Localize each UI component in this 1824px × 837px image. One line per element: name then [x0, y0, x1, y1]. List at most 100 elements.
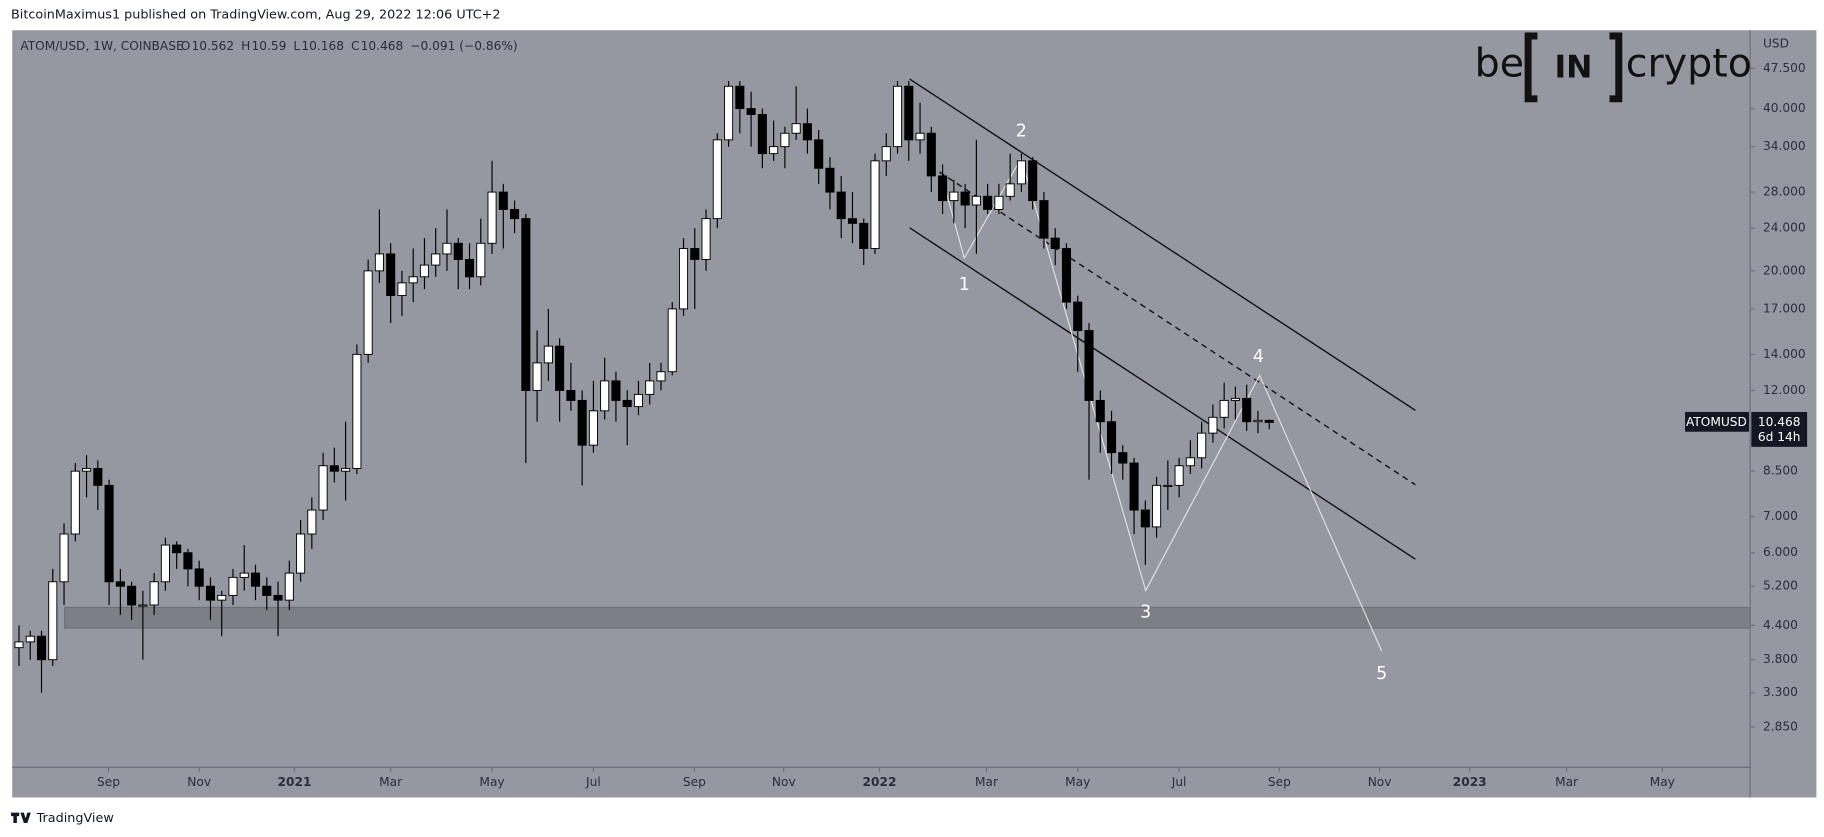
candle-body	[566, 389, 576, 401]
y-tick-label: 14.000	[1763, 347, 1806, 361]
candle-body	[408, 276, 418, 284]
candle-body	[690, 248, 700, 260]
candle-body	[138, 604, 148, 607]
y-tick-label: 12.000	[1763, 383, 1806, 397]
candle-body	[712, 139, 722, 220]
wave-label: 1	[959, 275, 970, 295]
candle-body	[329, 465, 339, 472]
candle-body	[949, 191, 959, 202]
x-tick-label: Nov	[1368, 775, 1392, 789]
candle-body	[59, 533, 69, 583]
y-tick-label: 7.000	[1763, 509, 1798, 523]
candle-body	[93, 467, 103, 486]
wave-label: 3	[1140, 603, 1151, 623]
logo-text: IN	[1554, 50, 1592, 86]
candle-body	[543, 345, 553, 364]
candle-body	[1039, 200, 1049, 239]
y-tick-label: 28.000	[1763, 185, 1806, 199]
ohlc-letter: C	[351, 39, 360, 53]
candle-body	[577, 399, 587, 446]
candle-body	[25, 635, 35, 643]
candle-body	[1073, 301, 1083, 331]
symbol-legend: ATOM/USD, 1W, COINBASE	[20, 39, 183, 53]
candle-body	[971, 195, 981, 206]
y-tick-label: 8.500	[1763, 464, 1798, 478]
candle-body	[194, 568, 204, 587]
plot-background	[12, 30, 1817, 798]
candle-body	[847, 218, 858, 224]
candle-body	[1061, 248, 1072, 303]
candle-body	[1264, 419, 1274, 423]
candle-body	[431, 253, 441, 266]
candle-body	[892, 85, 903, 148]
candle-body	[1185, 457, 1195, 467]
candle-body	[250, 572, 261, 587]
x-tick-label: 2023	[1453, 775, 1487, 789]
candle-body	[1005, 183, 1015, 197]
candle-body	[757, 114, 767, 155]
candle-body	[555, 345, 565, 391]
x-tick-label: Sep	[97, 775, 120, 789]
candle-body	[498, 191, 508, 210]
candle-body	[228, 576, 238, 596]
candle-body	[532, 362, 542, 391]
candle-body	[442, 242, 452, 255]
candle-body	[307, 509, 317, 535]
candle-body	[419, 264, 429, 278]
candle-body	[476, 242, 486, 278]
candle-body	[284, 572, 294, 601]
y-tick-label: 34.000	[1763, 139, 1806, 153]
candle-body	[1140, 509, 1150, 528]
candle-body	[127, 585, 137, 606]
candle-body	[994, 195, 1004, 210]
candle-body	[48, 581, 58, 661]
candle-body	[1016, 160, 1026, 185]
candle-body	[82, 467, 92, 472]
x-tick-label: Nov	[187, 775, 211, 789]
candle-body	[1118, 452, 1128, 464]
candle-body	[1163, 484, 1173, 488]
ohlc-value: 10.59	[252, 39, 287, 53]
candle-body	[1084, 330, 1094, 401]
support-zone	[63, 606, 1751, 629]
candle-body	[115, 581, 125, 587]
x-tick-label: Jul	[585, 775, 601, 789]
candle-body	[904, 85, 914, 141]
candle-body	[510, 208, 520, 220]
candle-body	[645, 380, 655, 395]
candle-body	[701, 218, 711, 260]
candle-body	[363, 270, 373, 355]
candle-body	[1106, 421, 1117, 454]
candle-body	[521, 218, 531, 391]
candle-body	[374, 253, 384, 272]
candle-body	[656, 371, 666, 382]
candle-body	[611, 380, 621, 401]
candle-body	[217, 594, 227, 601]
x-tick-label: May	[1065, 775, 1090, 789]
ohlc-value: 10.468	[361, 39, 404, 53]
candle-body	[588, 410, 598, 446]
candle-body	[859, 222, 869, 250]
wave-label: 2	[1016, 121, 1027, 141]
ticker-label: ATOMUSD	[1686, 415, 1747, 429]
candle-body	[814, 139, 824, 169]
candle-body	[1208, 416, 1218, 434]
candle-body	[881, 146, 891, 162]
x-tick-label: Mar	[1555, 775, 1579, 789]
countdown: 6d 14h	[1758, 430, 1801, 444]
x-tick-label: Mar	[379, 775, 403, 789]
x-tick-label: Nov	[772, 775, 796, 789]
candle-body	[149, 581, 159, 606]
candle-body	[464, 258, 475, 278]
candle-body	[678, 248, 689, 310]
candle-body	[938, 175, 948, 202]
candle-body	[1253, 419, 1263, 423]
candle-body	[104, 484, 114, 583]
x-tick-label: 2022	[863, 775, 897, 789]
footer-text: TradingView	[36, 811, 114, 826]
candle-body	[1050, 237, 1060, 250]
price-tag	[1751, 411, 1808, 447]
x-tick-label: May	[479, 775, 504, 789]
y-tick-label: 20.000	[1763, 263, 1806, 277]
